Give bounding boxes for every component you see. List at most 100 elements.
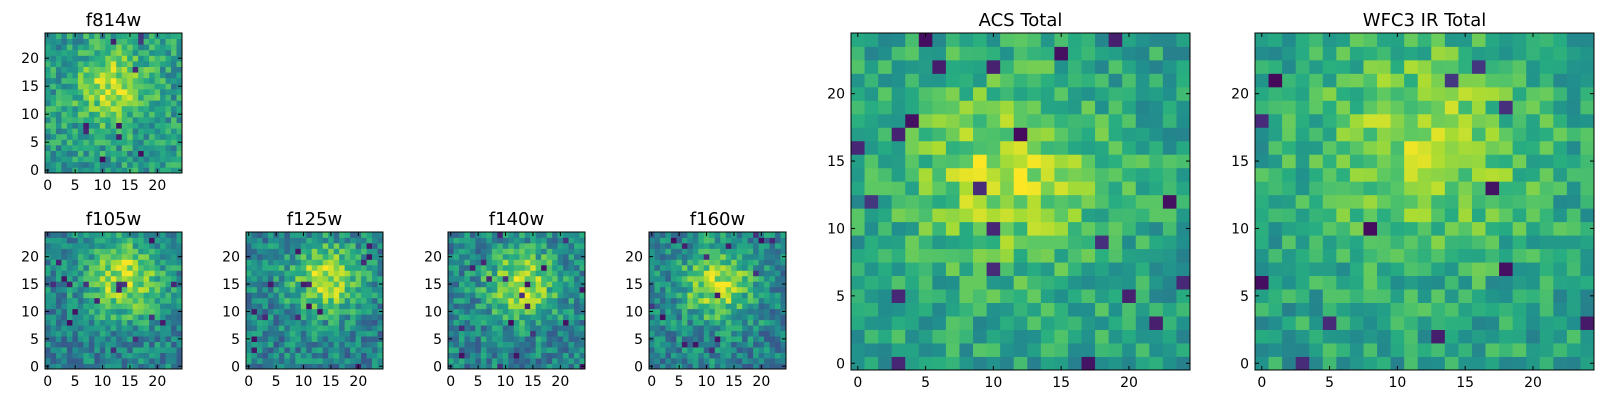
heatmap-cell	[665, 281, 672, 288]
heatmap-cell	[654, 363, 661, 370]
heatmap-cell	[267, 242, 274, 249]
heatmap-cell	[1268, 289, 1283, 303]
heatmap-cell	[709, 352, 716, 359]
heatmap-cell	[1027, 343, 1042, 357]
heatmap-cell	[72, 347, 79, 353]
heatmap-cell	[110, 167, 117, 174]
heatmap-cell	[725, 325, 732, 332]
heatmap-cell	[116, 341, 123, 348]
heatmap-cell	[176, 89, 183, 95]
heatmap-cell	[758, 242, 765, 249]
heatmap-cell	[77, 264, 84, 271]
heatmap-cell	[574, 259, 580, 266]
heatmap-cell	[273, 248, 280, 255]
heatmap-cell	[289, 303, 296, 310]
heatmap-cell	[1149, 221, 1164, 236]
heatmap-cell	[535, 275, 542, 282]
heatmap-cell	[72, 336, 79, 342]
heatmap-cell	[1176, 154, 1191, 169]
heatmap-cell	[513, 232, 520, 238]
heatmap-cell	[1336, 248, 1351, 263]
heatmap-cell	[300, 237, 307, 244]
heatmap-cell	[77, 61, 84, 67]
heatmap-cell	[110, 297, 117, 304]
heatmap-cell	[1539, 33, 1554, 47]
heatmap-cell	[1336, 208, 1351, 223]
heatmap-cell	[1081, 181, 1096, 196]
heatmap-cell	[731, 237, 738, 244]
heatmap-cell	[519, 281, 526, 288]
heatmap-cell	[55, 303, 62, 310]
heatmap-cell	[160, 232, 166, 238]
heatmap-cell	[61, 167, 68, 174]
heatmap-cell	[317, 308, 324, 315]
heatmap-cell	[986, 167, 1001, 182]
heatmap-cell	[176, 286, 183, 293]
heatmap-cell	[311, 319, 318, 326]
heatmap-cell	[665, 330, 672, 337]
heatmap-cell	[703, 303, 710, 310]
heatmap-cell	[143, 133, 150, 140]
heatmap-cell	[121, 156, 128, 163]
heatmap-cell	[654, 336, 661, 342]
heatmap-cell	[1444, 316, 1459, 330]
heatmap-cell	[1108, 302, 1123, 317]
heatmap-cell	[50, 33, 57, 39]
heatmap-cell	[295, 253, 302, 260]
heatmap-cell	[355, 352, 362, 359]
heatmap-cell	[72, 122, 79, 129]
heatmap-cell	[355, 341, 362, 348]
heatmap-cell	[1135, 221, 1150, 236]
x-tick-label: 15	[121, 178, 139, 194]
heatmap-cell	[361, 292, 367, 299]
heatmap-cell	[154, 77, 161, 84]
heatmap-cell	[121, 111, 128, 118]
heatmap-cell	[339, 330, 346, 337]
heatmap-cell	[552, 259, 558, 266]
heatmap-cell	[339, 253, 346, 260]
heatmap-cell	[66, 303, 73, 310]
heatmap-cell	[665, 297, 672, 304]
heatmap-cell	[1580, 208, 1595, 223]
heatmap-cell	[725, 259, 732, 266]
heatmap-cell	[110, 325, 117, 332]
heatmap-cell	[306, 286, 313, 293]
heatmap-cell	[579, 286, 586, 293]
heatmap-cell	[1040, 59, 1055, 74]
heatmap-cell	[50, 358, 57, 364]
heatmap-cell	[681, 319, 688, 326]
heatmap-cell	[986, 73, 1001, 88]
heatmap-cell	[497, 352, 504, 359]
heatmap-cell	[574, 237, 580, 244]
heatmap-cell	[88, 292, 95, 299]
heatmap-cell	[464, 232, 471, 238]
heatmap-cell	[649, 286, 655, 293]
heatmap-cell	[568, 248, 575, 255]
heatmap-cell	[366, 363, 373, 370]
heatmap-cell	[350, 253, 356, 260]
heatmap-cell	[1526, 343, 1541, 357]
heatmap-cell	[1162, 113, 1177, 128]
heatmap-cell	[1444, 181, 1459, 196]
heatmap-cell	[55, 150, 62, 157]
heatmap-cell	[333, 270, 340, 277]
heatmap-cell	[692, 314, 699, 321]
heatmap-cell	[1027, 275, 1042, 290]
heatmap-cell	[469, 330, 476, 337]
heatmap-cell	[780, 292, 787, 299]
heatmap-cell	[780, 248, 787, 255]
heatmap-cell	[176, 303, 183, 310]
heatmap-cell	[753, 352, 759, 359]
heatmap-cell	[720, 330, 727, 337]
heatmap-cell	[654, 248, 661, 255]
heatmap-cell	[132, 341, 139, 348]
heatmap-cell	[94, 111, 101, 118]
heatmap-cell	[1336, 275, 1351, 290]
heatmap-cell	[654, 292, 661, 299]
heatmap-cell	[973, 167, 987, 182]
heatmap-cell	[764, 253, 770, 260]
heatmap-cell	[1512, 289, 1527, 303]
heatmap-cell	[350, 330, 356, 337]
heatmap-cell	[1336, 46, 1351, 61]
heatmap-cell	[714, 259, 721, 266]
